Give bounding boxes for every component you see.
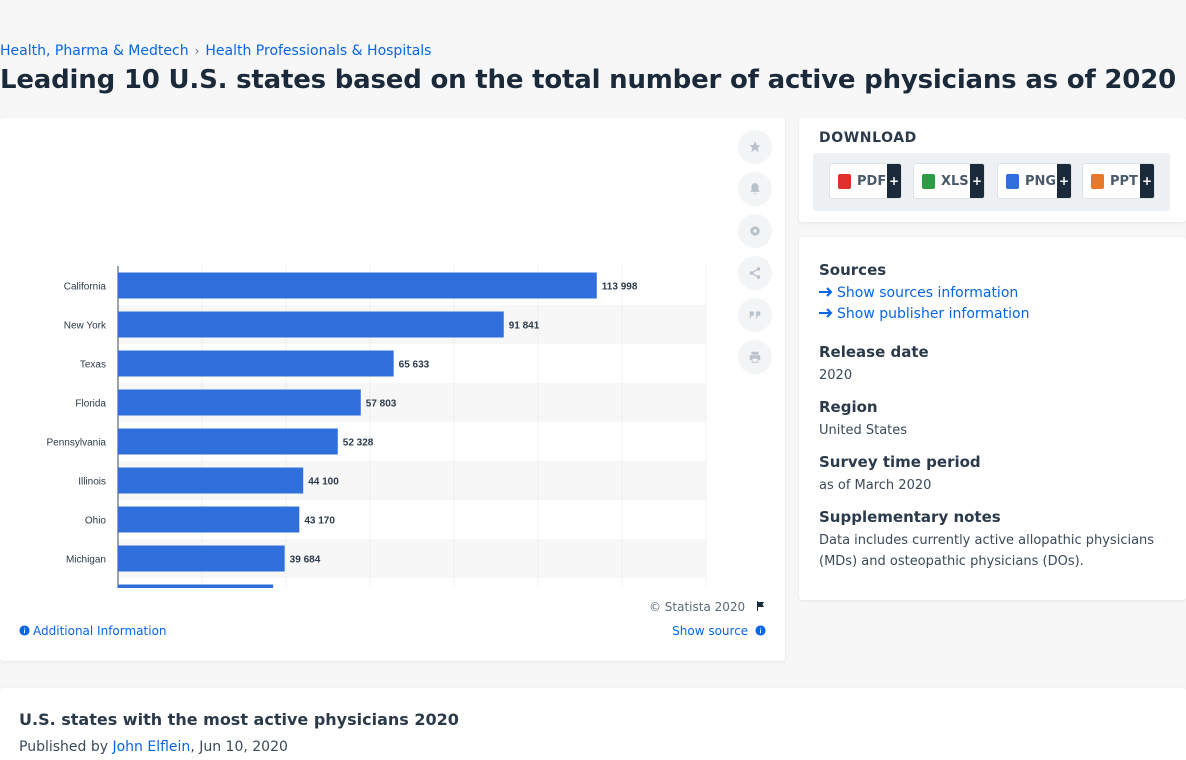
breadcrumb-item-health-professionals[interactable]: Health Professionals & Hospitals xyxy=(205,43,432,59)
category-label: Michigan xyxy=(66,555,106,566)
plus-icon: + xyxy=(1057,164,1071,198)
value-label: 65 633 xyxy=(399,360,430,371)
bar xyxy=(118,506,300,533)
bell-icon[interactable] xyxy=(738,172,772,206)
bar xyxy=(118,467,304,494)
download-buttons: PDF + XLS + PNG + PPT + xyxy=(813,153,1170,211)
show-source-label: Show source xyxy=(672,624,749,638)
category-label: New York xyxy=(64,321,107,332)
print-icon[interactable] xyxy=(738,340,772,374)
pdf-file-icon xyxy=(838,173,851,189)
survey-period-label: Survey time period xyxy=(819,453,981,471)
download-pdf-label: PDF xyxy=(857,173,887,189)
show-publisher-label: Show publisher information xyxy=(837,306,1030,322)
category-label: Illinois xyxy=(78,477,106,488)
region-section: Region United States xyxy=(819,398,1159,441)
notes-value: Data includes currently active allopathi… xyxy=(819,533,1155,569)
category-label: California xyxy=(64,282,107,293)
breadcrumb-item-health[interactable]: Health, Pharma & Medtech xyxy=(0,43,189,59)
description-card: U.S. states with the most active physici… xyxy=(0,688,1186,760)
value-label: 52 328 xyxy=(343,438,374,449)
quote-icon[interactable] xyxy=(738,298,772,332)
download-png-label: PNG xyxy=(1025,173,1057,189)
breadcrumb-separator: › xyxy=(194,44,200,58)
download-png-button[interactable]: PNG + xyxy=(997,163,1072,199)
credit-text: © Statista 2020 xyxy=(648,600,746,614)
download-pdf-button[interactable]: PDF + xyxy=(829,163,902,199)
value-label: 113 998 xyxy=(602,282,638,293)
published-by-label: Published by xyxy=(19,739,109,755)
sources-section: Sources Show sources information Show pu… xyxy=(819,261,1029,322)
plus-icon: + xyxy=(887,164,901,198)
show-sources-label: Show sources information xyxy=(837,285,1019,301)
release-date-label: Release date xyxy=(819,343,929,361)
bar xyxy=(118,311,504,338)
bar xyxy=(118,272,597,299)
bar xyxy=(118,584,274,588)
download-ppt-label: PPT xyxy=(1110,173,1138,189)
release-date-section: Release date 2020 xyxy=(819,343,1159,386)
xls-file-icon xyxy=(922,173,935,189)
additional-info-link[interactable]: Additional Information xyxy=(19,624,167,638)
show-source-link[interactable]: Show source xyxy=(672,624,766,638)
bar xyxy=(118,389,361,416)
category-label: Pennsylvania xyxy=(47,438,107,449)
arrow-right-icon xyxy=(819,308,833,318)
info-icon xyxy=(19,625,30,636)
show-publisher-link[interactable]: Show publisher information xyxy=(819,306,1029,322)
gear-icon[interactable] xyxy=(738,214,772,248)
star-icon[interactable] xyxy=(738,130,772,164)
category-label: Florida xyxy=(75,399,106,410)
value-label: 57 803 xyxy=(366,399,397,410)
published-by: Published by John Elflein, Jun 10, 2020 xyxy=(19,739,288,755)
author-link[interactable]: John Elflein xyxy=(112,739,191,755)
plus-icon: + xyxy=(1140,164,1154,198)
region-value: United States xyxy=(819,423,908,438)
flag-icon[interactable] xyxy=(755,600,767,612)
value-label: 43 170 xyxy=(304,516,335,527)
statista-credit: © Statista 2020 xyxy=(649,600,767,614)
ppt-file-icon xyxy=(1091,173,1104,189)
download-xls-button[interactable]: XLS + xyxy=(913,163,985,199)
bar xyxy=(118,545,285,572)
additional-info-label: Additional Information xyxy=(33,624,167,638)
notes-label: Supplementary notes xyxy=(819,508,1001,526)
release-date-value: 2020 xyxy=(819,368,853,383)
page-title: Leading 10 U.S. states based on the tota… xyxy=(0,65,1176,95)
publish-date: , Jun 10, 2020 xyxy=(190,739,288,755)
bar-chart: 020 00040 00060 00080 000100 000120 0001… xyxy=(47,266,707,588)
bar xyxy=(118,428,338,455)
share-icon[interactable] xyxy=(738,256,772,290)
info-card: Sources Show sources information Show pu… xyxy=(799,237,1186,600)
top-bar xyxy=(0,0,1186,36)
bar xyxy=(118,350,394,377)
survey-period-value: as of March 2020 xyxy=(819,478,932,493)
description-title: U.S. states with the most active physici… xyxy=(19,710,459,729)
chart-card: 020 00040 00060 00080 000100 000120 0001… xyxy=(0,118,785,661)
region-label: Region xyxy=(819,398,878,416)
value-label: 44 100 xyxy=(308,477,339,488)
download-heading: DOWNLOAD xyxy=(819,130,917,146)
value-label: 39 684 xyxy=(290,555,321,566)
sources-label: Sources xyxy=(819,261,887,279)
info-icon xyxy=(755,625,766,636)
category-label: Texas xyxy=(80,360,106,371)
download-card: DOWNLOAD PDF + XLS + PNG + PPT + xyxy=(799,118,1186,222)
show-sources-link[interactable]: Show sources information xyxy=(819,285,1029,301)
download-ppt-button[interactable]: PPT + xyxy=(1082,163,1155,199)
plus-icon: + xyxy=(970,164,984,198)
png-file-icon xyxy=(1006,173,1019,189)
value-label: 91 841 xyxy=(509,321,540,332)
breadcrumb: Health, Pharma & Medtech › Health Professi… xyxy=(0,43,431,59)
category-label: Ohio xyxy=(85,516,107,527)
survey-period-section: Survey time period as of March 2020 xyxy=(819,453,1159,496)
notes-section: Supplementary notes Data includes curren… xyxy=(819,508,1159,572)
arrow-right-icon xyxy=(819,287,833,297)
download-xls-label: XLS xyxy=(941,173,969,189)
